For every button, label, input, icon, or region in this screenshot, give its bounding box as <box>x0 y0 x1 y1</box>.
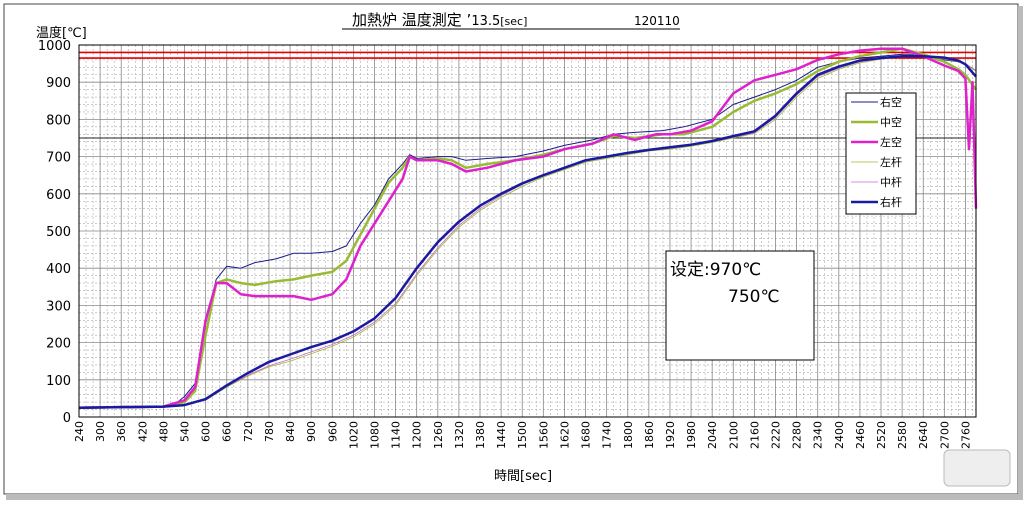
y-axis-label: 温度[℃] <box>36 25 87 41</box>
x-tick-label: 660 <box>221 421 234 442</box>
y-tick-label: 600 <box>46 188 71 203</box>
x-tick-label: 720 <box>242 421 255 442</box>
x-tick-label: 2040 <box>706 421 719 449</box>
x-tick-label: 1500 <box>516 421 529 449</box>
x-tick-labels: 240 300 360 420 480 540 600 660 720 780 840 900 960 1… <box>73 421 972 449</box>
x-tick-label: 1200 <box>411 421 424 449</box>
chart-title-id: 120110 <box>634 14 680 28</box>
x-tick-label: 1980 <box>685 421 698 449</box>
y-tick-label: 0 <box>63 411 71 426</box>
x-tick-label: 1140 <box>390 421 403 449</box>
y-tick-label: 700 <box>46 151 71 166</box>
series-line-2 <box>78 47 978 409</box>
annotation-line2: 750℃ <box>728 287 780 307</box>
legend-label: 右空 <box>880 95 902 109</box>
legend-label: 中空 <box>880 115 902 129</box>
x-tick-label: 960 <box>326 421 339 442</box>
y-tick-label: 400 <box>46 262 71 277</box>
x-tick-label: 780 <box>263 421 276 442</box>
y-tick-label: 500 <box>46 225 71 240</box>
x-tick-label: 1080 <box>368 421 381 449</box>
y-tick-label: 300 <box>46 299 71 314</box>
y-tick-label: 200 <box>46 337 71 352</box>
series-line-3 <box>78 47 978 409</box>
x-tick-label: 2460 <box>854 421 867 449</box>
x-tick-label: 2160 <box>748 421 761 449</box>
y-tick-label: 1000 <box>38 39 71 54</box>
x-tick-label: 300 <box>94 421 107 442</box>
x-tick-label: 1380 <box>474 421 487 449</box>
setpoint-annotation: 设定:970℃ 750℃ <box>665 250 815 361</box>
x-tick-label: 2220 <box>769 421 782 449</box>
x-tick-label: 1920 <box>664 421 677 449</box>
x-tick-label: 600 <box>200 421 213 442</box>
series-lines <box>78 47 978 409</box>
x-tick-label: 1020 <box>347 421 360 449</box>
legend-label: 右杆 <box>880 195 902 209</box>
x-tick-label: 900 <box>305 421 318 442</box>
x-tick-label: 2400 <box>833 421 846 449</box>
x-tick-label: 1440 <box>495 421 508 449</box>
x-tick-label: 2580 <box>896 421 909 449</box>
x-tick-label: 2760 <box>959 421 972 449</box>
x-tick-label: 2640 <box>917 421 930 449</box>
x-tick-label: 1260 <box>432 421 445 449</box>
x-tick-label: 1680 <box>580 421 593 449</box>
legend-label: 中杆 <box>880 175 902 189</box>
y-tick-label: 800 <box>46 113 71 128</box>
x-tick-label: 1860 <box>643 421 656 449</box>
x-tick-label: 1560 <box>537 421 550 449</box>
x-tick-label: 1320 <box>453 421 466 449</box>
x-tick-label: 2340 <box>812 421 825 449</box>
x-tick-label: 2520 <box>875 421 888 449</box>
legend-label: 左空 <box>880 135 902 149</box>
x-tick-label: 840 <box>284 421 297 442</box>
watermark-logo <box>943 449 1011 487</box>
x-tick-label: 480 <box>157 421 170 442</box>
x-tick-label: 360 <box>115 421 128 442</box>
y-tick-labels: 0 100 200 300 400 500 600 700 800 900 1000 <box>38 39 71 426</box>
x-axis-label: 時間[sec] <box>494 469 552 484</box>
x-tick-label: 1740 <box>601 421 614 449</box>
x-tick-label: 2100 <box>727 421 740 449</box>
annotation-line1: 设定:970℃ <box>670 260 761 280</box>
y-tick-label: 900 <box>46 76 71 91</box>
x-tick-label: 240 <box>73 421 86 442</box>
x-tick-label: 2280 <box>791 421 804 449</box>
plot-area-border <box>78 44 977 418</box>
x-tick-label: 1620 <box>558 421 571 449</box>
x-tick-label: 2700 <box>938 421 951 449</box>
series-line-4 <box>78 56 977 409</box>
x-tick-label: 420 <box>136 421 149 442</box>
y-tick-label: 100 <box>46 374 71 389</box>
x-tick-label: 1800 <box>622 421 635 449</box>
chart-title: 加熱炉 温度測定 ’13.5[sec] <box>352 11 527 29</box>
x-tick-label: 540 <box>179 421 192 442</box>
legend-label: 左杆 <box>880 155 902 169</box>
series-line-6 <box>78 54 977 409</box>
